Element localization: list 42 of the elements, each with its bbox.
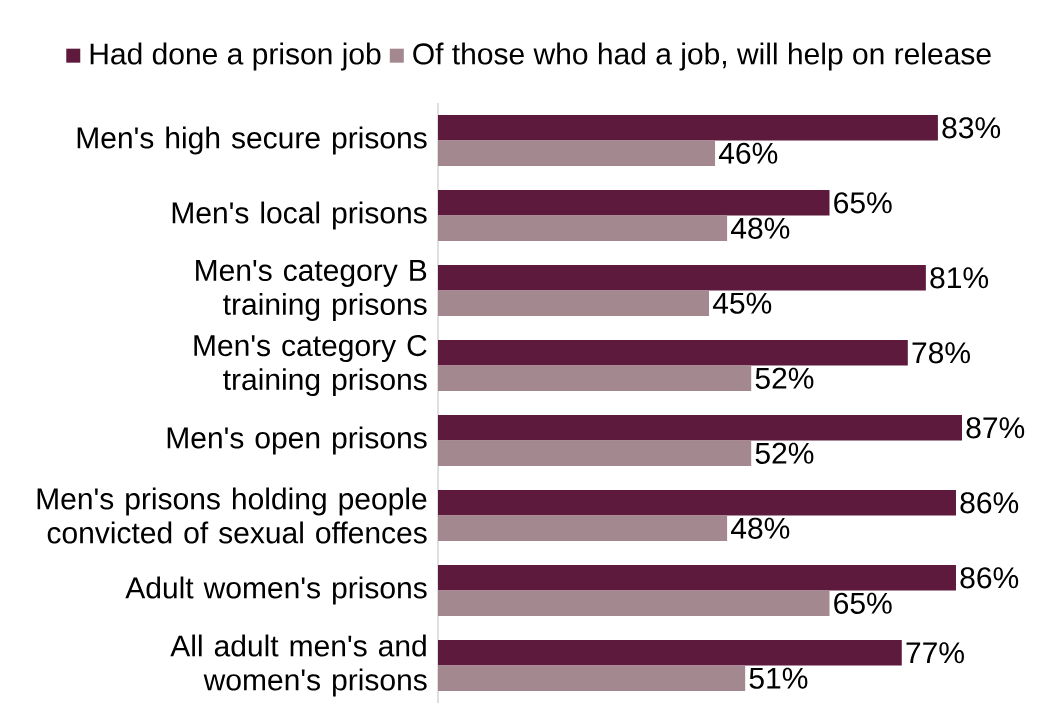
bar — [438, 365, 752, 391]
y-tick-label: Men's local prisons — [172, 201, 427, 230]
data-label: 78% — [912, 342, 970, 364]
bar — [438, 115, 938, 141]
bar — [438, 215, 728, 241]
y-tick-label: Men's prisons holding people convicted of sexual offences — [37, 487, 427, 544]
bar — [438, 265, 926, 291]
y-tick-label: Men's category C training prisons — [194, 334, 427, 397]
data-label: 51% — [749, 667, 808, 689]
bar — [438, 440, 752, 467]
y-tick-label: Adult women's prisons — [125, 576, 427, 605]
data-label: 48% — [731, 217, 790, 239]
data-label: 77% — [906, 642, 964, 664]
bar — [438, 515, 728, 541]
data-label: 65% — [834, 192, 892, 214]
data-label: 48% — [731, 517, 790, 539]
bar — [438, 490, 956, 516]
y-tick-label: Men's category B training prisons — [196, 260, 427, 321]
bar — [438, 590, 830, 617]
data-label: 52% — [755, 367, 814, 389]
y-tick-label: Men's high secure prisons — [77, 126, 427, 155]
data-label: 83% — [942, 117, 1001, 139]
data-label: 86% — [960, 567, 1019, 589]
bar — [438, 140, 716, 166]
bar — [438, 340, 908, 366]
bar — [438, 665, 746, 692]
data-label: 52% — [755, 442, 814, 464]
data-label: 46% — [718, 142, 778, 164]
bar — [438, 190, 830, 216]
bar — [438, 290, 710, 316]
legend-label: Of those who had a job, will help on release — [413, 42, 991, 71]
y-tick-label: All adult men's and women's prisons — [170, 634, 427, 697]
bar — [438, 565, 956, 591]
data-label: 87% — [966, 417, 1025, 439]
bar — [438, 415, 962, 441]
data-label: 65% — [834, 592, 892, 614]
data-label: 45% — [712, 292, 772, 314]
y-tick-label: Men's open prisons — [167, 426, 427, 455]
legend-label: Had done a prison job — [90, 42, 381, 71]
bar — [438, 640, 902, 666]
data-label: 86% — [960, 492, 1019, 514]
data-label: 81% — [930, 267, 989, 289]
